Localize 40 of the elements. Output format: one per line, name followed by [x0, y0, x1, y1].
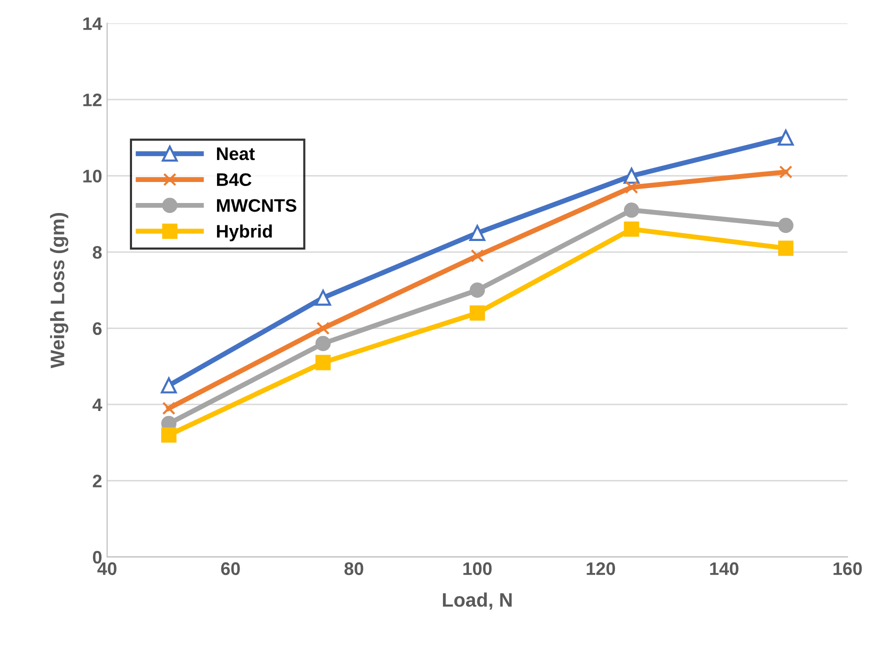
legend-label: MWCNTS [217, 199, 296, 212]
y-tick-label: 14 [83, 17, 102, 30]
y-tick-label: 6 [92, 322, 102, 335]
y-tick-label: 10 [83, 170, 102, 183]
y-tick-label: 12 [83, 94, 102, 106]
x-tick-label: 60 [221, 562, 240, 576]
point [162, 402, 176, 415]
legend-label: Hybrid [217, 224, 272, 242]
point [160, 377, 177, 394]
point [316, 322, 330, 335]
point [315, 336, 331, 352]
y-axis-title: Weigh Loss (gm) [50, 212, 68, 368]
x-tick-label: 120 [586, 562, 616, 576]
y-tick-label: 2 [92, 474, 102, 488]
point [315, 290, 332, 306]
x-tick-label: 80 [344, 562, 364, 576]
x-axis-title: Load, N [442, 592, 512, 610]
point [624, 168, 640, 184]
point [624, 202, 640, 218]
point [470, 249, 484, 262]
point [624, 180, 638, 194]
y-tick-label: 4 [92, 398, 102, 412]
x-tick-label: 40 [97, 562, 116, 576]
point [469, 224, 486, 241]
point [470, 282, 485, 298]
y-tick-label: 0 [92, 550, 102, 564]
point [624, 222, 640, 237]
x-tick-label: 140 [710, 562, 738, 576]
point [161, 427, 176, 443]
point [470, 305, 485, 321]
x-tick-label: 160 [834, 562, 862, 576]
point [778, 240, 794, 256]
y-tick-label: 8 [92, 246, 102, 259]
legend-label: Neat [217, 148, 255, 160]
point [778, 218, 794, 233]
legend-label: B4C [217, 173, 252, 186]
point [779, 165, 792, 179]
point [778, 130, 794, 146]
x-tick-label: 100 [463, 562, 492, 576]
point [315, 354, 331, 370]
